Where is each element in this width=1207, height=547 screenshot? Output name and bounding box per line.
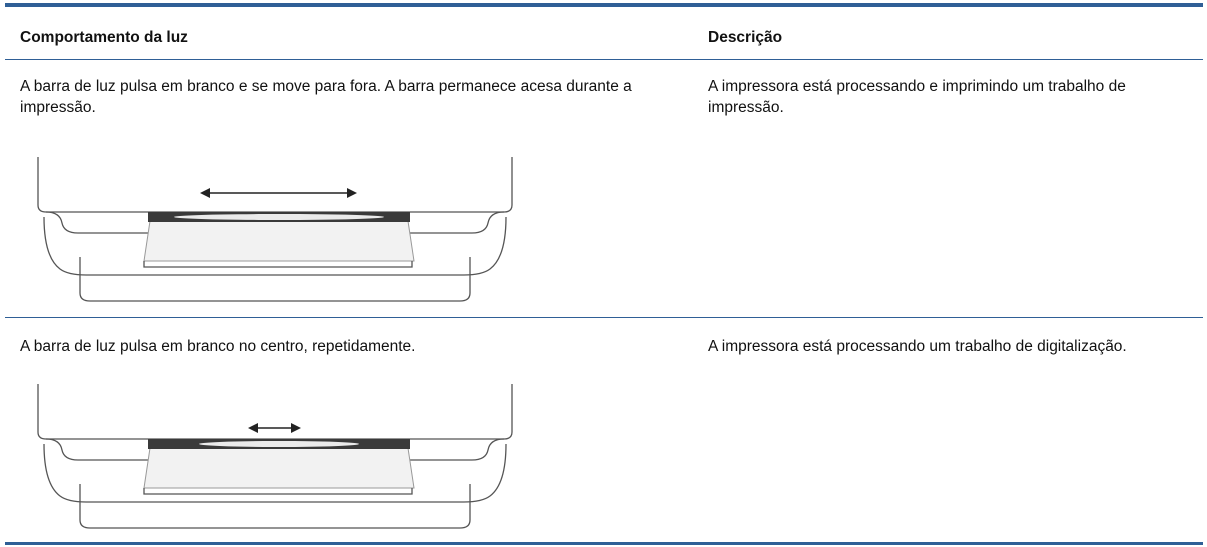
table-cell: A barra de luz pulsa em branco e se move… (20, 78, 632, 116)
table-cell: A impressora está processando e imprimin… (708, 78, 1126, 116)
header-cell: Descrição (708, 29, 783, 46)
row-border (5, 317, 1203, 318)
printer-illustration (37, 384, 513, 529)
table-cell: A impressora está processando um trabalh… (708, 338, 1127, 355)
table-bottom-border (5, 542, 1203, 545)
printer-illustration (37, 157, 513, 302)
table-top-border (5, 3, 1203, 7)
header-border (5, 59, 1203, 60)
table-cell: A barra de luz pulsa em branco no centro… (20, 338, 416, 355)
header-cell: Comportamento da luz (20, 29, 188, 46)
